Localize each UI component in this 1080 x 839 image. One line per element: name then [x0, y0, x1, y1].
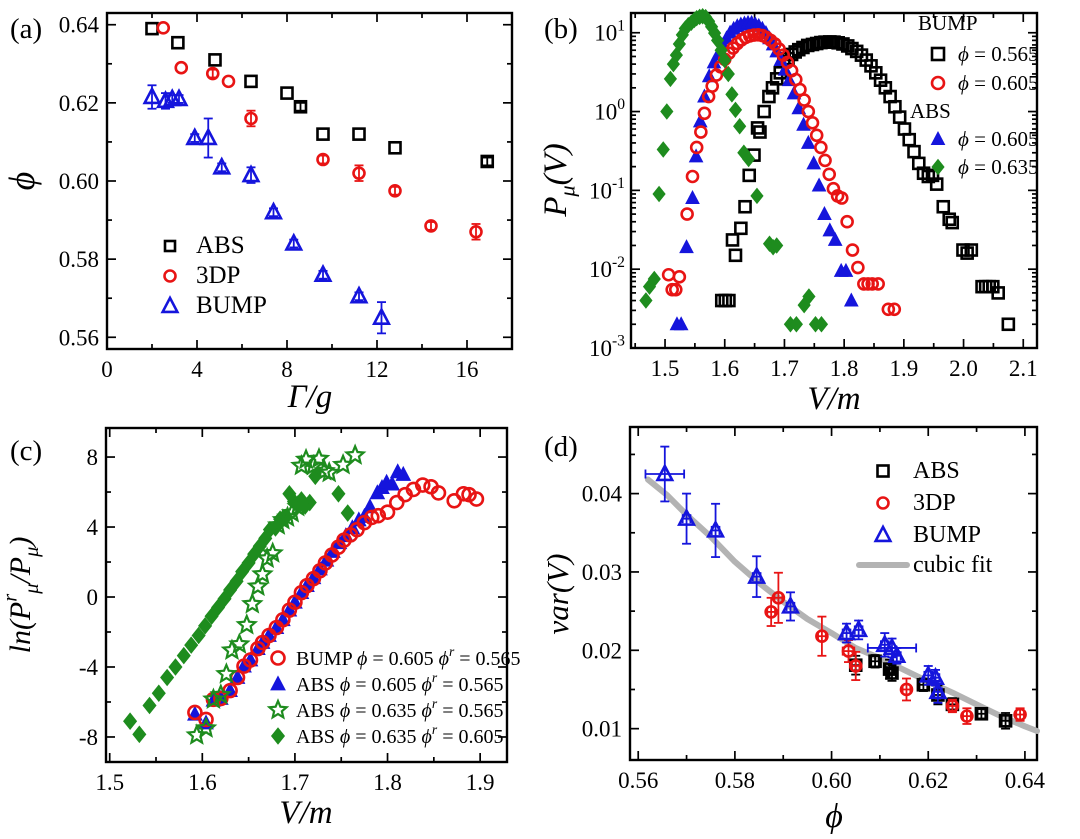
- x-tick-label: 0: [101, 357, 113, 382]
- legend-label: ABS: [196, 232, 245, 259]
- y-tick-label: 4: [87, 515, 99, 540]
- y-axis-title: ϕ: [2, 172, 42, 191]
- legend: ABS 3DP BUMP: [160, 232, 267, 319]
- x-tick-label: 4: [191, 357, 203, 382]
- x-tick-label: 1.6: [710, 356, 739, 381]
- panel-letter: (d): [544, 431, 578, 463]
- legend-label: ABS ϕ = 0.605 ϕr = 0.565: [296, 670, 503, 696]
- y-tick-label: 0.56: [59, 325, 99, 350]
- legend: BUMP ϕ = 0.565 ϕ = 0.605 ABS ϕ = 0.605 ϕ = 0.…: [910, 11, 1038, 179]
- x-axis-title: Γ/g: [287, 379, 332, 415]
- y-tick-label: 0.62: [59, 91, 99, 116]
- x-axis-title: V/m: [279, 795, 332, 831]
- y-tick-label: -8: [79, 725, 98, 750]
- legend-label: cubic fit: [913, 552, 993, 578]
- y-tick-label: 101: [594, 17, 625, 45]
- panel-d-chart: 0.56 0.58 0.60 0.62 0.64 0.01 0.02 0.03 0.04 ϕ var…: [540, 425, 1046, 835]
- x-axis-title: ϕ: [825, 798, 843, 835]
- legend-label: ABS ϕ = 0.635 ϕr = 0.605: [296, 722, 503, 748]
- legend-label: ϕ = 0.605: [958, 71, 1038, 95]
- legend-label: ϕ = 0.605: [958, 127, 1038, 151]
- legend-label: ϕ = 0.635: [958, 155, 1038, 179]
- x-tick-label: 1.5: [95, 770, 124, 795]
- x-tick-label: 1.7: [281, 770, 310, 795]
- series-bump-phi-0-605: [661, 28, 902, 317]
- x-tick-label: 0.58: [715, 768, 755, 793]
- x-tick-label: 1.8: [373, 770, 402, 795]
- legend-header: ABS: [910, 99, 951, 123]
- legend-label: ϕ = 0.565: [958, 42, 1038, 66]
- legend-label: BUMP: [196, 292, 267, 319]
- y-tick-label: 0.64: [59, 13, 100, 38]
- series-bump-phi-0-605-phir-0-565: [187, 477, 485, 728]
- y-tick-label: 0.58: [59, 247, 99, 272]
- legend-label: 3DP: [913, 490, 956, 516]
- panel-c-chart: 1.5 1.6 1.7 1.8 1.9 -8 -4 0 4 8 V/m ln(Prμ/Pμ) BUMP …: [0, 426, 521, 831]
- x-tick-label: 0.60: [811, 768, 851, 793]
- y-tick-label: 8: [87, 445, 99, 470]
- legend-label: BUMP ϕ = 0.605 ϕr = 0.565: [296, 644, 521, 670]
- plot-frame: [105, 11, 514, 351]
- panel-b-chart: 1.5 1.6 1.7 1.8 1.9 2.0 2.1 10-3 10-2 10-1 100 101 V…: [538, 7, 1039, 417]
- y-tick-label: 10-2: [589, 254, 625, 282]
- x-tick-label: 16: [456, 357, 479, 382]
- legend-label: 3DP: [196, 262, 240, 289]
- y-tick-label: 0.04: [582, 482, 623, 507]
- x-tick-label: 0.56: [618, 768, 658, 793]
- y-tick-label: 0: [87, 585, 99, 610]
- legend-label: BUMP: [913, 522, 981, 548]
- x-tick-label: 2.0: [949, 356, 978, 381]
- x-tick-label: 2.1: [1009, 356, 1038, 381]
- y-tick-label: 100: [594, 96, 625, 124]
- y-tick-label: 0.03: [582, 560, 622, 585]
- x-tick-label: 1.7: [770, 356, 799, 381]
- series-bump-phi-0-565: [714, 35, 1016, 332]
- x-tick-label: 1.6: [188, 770, 217, 795]
- plot-frame: [628, 425, 1039, 762]
- series-bump: [142, 84, 392, 335]
- series-3dp: [156, 21, 483, 241]
- x-tick-label: 12: [366, 357, 389, 382]
- series-abs-phi-0-635: [639, 7, 829, 333]
- legend: ABS 3DP BUMP cubic fit: [856, 458, 993, 578]
- y-tick-label: 10-3: [589, 333, 625, 361]
- plot-frame: [104, 426, 509, 764]
- y-axis-title: ln(Prμ/Pμ): [0, 537, 43, 654]
- legend-header: BUMP: [918, 11, 978, 35]
- y-tick-label: 0.02: [582, 638, 622, 663]
- x-tick-label: 8: [281, 357, 293, 382]
- x-tick-label: 1.9: [889, 356, 918, 381]
- series-bump: [644, 445, 948, 704]
- series-cubic-fit: [644, 476, 1040, 734]
- axes: 0.56 0.58 0.60 0.62 0.64 0.01 0.02 0.03 0.04: [582, 427, 1046, 793]
- x-tick-label: 1.5: [651, 356, 680, 381]
- panel-letter: (b): [544, 13, 578, 45]
- series-abs: [145, 21, 495, 169]
- y-tick-label: 0.01: [582, 717, 622, 742]
- legend-label: ABS ϕ = 0.635 ϕr = 0.565: [296, 696, 503, 722]
- y-axis-title: var(V): [540, 554, 575, 635]
- x-tick-label: 0.62: [908, 768, 948, 793]
- y-tick-label: 10-1: [589, 175, 625, 203]
- y-tick-label: -4: [79, 655, 99, 680]
- axes: 1.5 1.6 1.7 1.8 1.9 2.0 2.1 10-3 10-2 10-1 100 101: [589, 13, 1038, 381]
- series-abs-phi-0-635-phir-0-565: [185, 443, 367, 745]
- y-axis-title: Pμ(V): [538, 143, 580, 218]
- x-tick-label: 1.9: [466, 770, 495, 795]
- x-tick-label: 0.64: [1005, 768, 1046, 793]
- panel-letter: (c): [10, 435, 42, 467]
- plot-frame: [629, 11, 1039, 350]
- x-axis-title: V/m: [807, 381, 860, 417]
- x-tick-label: 1.8: [830, 356, 859, 381]
- axes: 0 4 8 12 16 0.56 0.58 0.60 0.62 0.64: [59, 13, 512, 382]
- y-tick-label: 0.60: [59, 169, 99, 194]
- panel-a-chart: 0 4 8 12 16 0.56 0.58 0.60 0.62 0.64 Γ/g ϕ ABS 3DP BUM…: [2, 11, 514, 415]
- panel-letter: (a): [10, 13, 42, 45]
- axes: 1.5 1.6 1.7 1.8 1.9 -8 -4 0 4 8: [79, 428, 507, 795]
- legend-label: ABS: [913, 458, 960, 484]
